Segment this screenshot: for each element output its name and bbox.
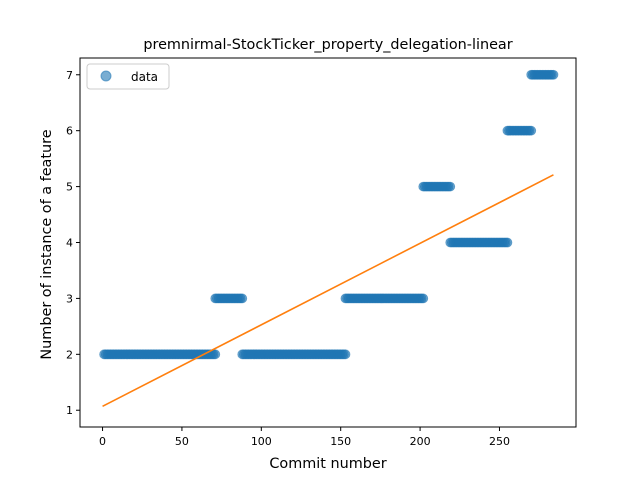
legend-label-data: data [131, 70, 158, 84]
data-point [237, 293, 248, 304]
chart-title: premnirmal-StockTicker_property_delegati… [143, 37, 512, 53]
data-point [445, 181, 456, 192]
x-tick-label: 100 [251, 435, 272, 448]
legend-marker [100, 70, 112, 82]
y-tick-label: 3 [66, 292, 73, 305]
x-tick-label: 250 [489, 435, 510, 448]
y-tick-label: 6 [66, 125, 73, 138]
data-point [340, 349, 351, 360]
data-point [526, 125, 537, 136]
axis-layer: 0 50 100 150 200 250 1 2 3 4 5 6 7 [66, 57, 577, 448]
data-point [548, 69, 559, 80]
data-point [210, 349, 221, 360]
y-tick-label: 2 [66, 348, 73, 361]
x-axis-label: Commit number [269, 456, 386, 472]
data-point [418, 293, 429, 304]
fit-line [102, 174, 554, 408]
y-tick-label: 4 [66, 237, 73, 250]
legend: data [86, 63, 170, 90]
x-tick-label: 150 [330, 435, 351, 448]
plot-layer [99, 69, 559, 408]
x-tick-label: 200 [410, 435, 431, 448]
x-tick-label: 0 [99, 435, 106, 448]
data-point [502, 237, 513, 248]
y-tick-label: 1 [66, 404, 73, 417]
y-tick-label: 7 [66, 69, 73, 82]
x-tick-label: 50 [175, 435, 189, 448]
legend-frame [86, 63, 170, 90]
y-tick-label: 5 [66, 181, 73, 194]
y-axis-label: Number of instance of a feature [39, 129, 55, 359]
